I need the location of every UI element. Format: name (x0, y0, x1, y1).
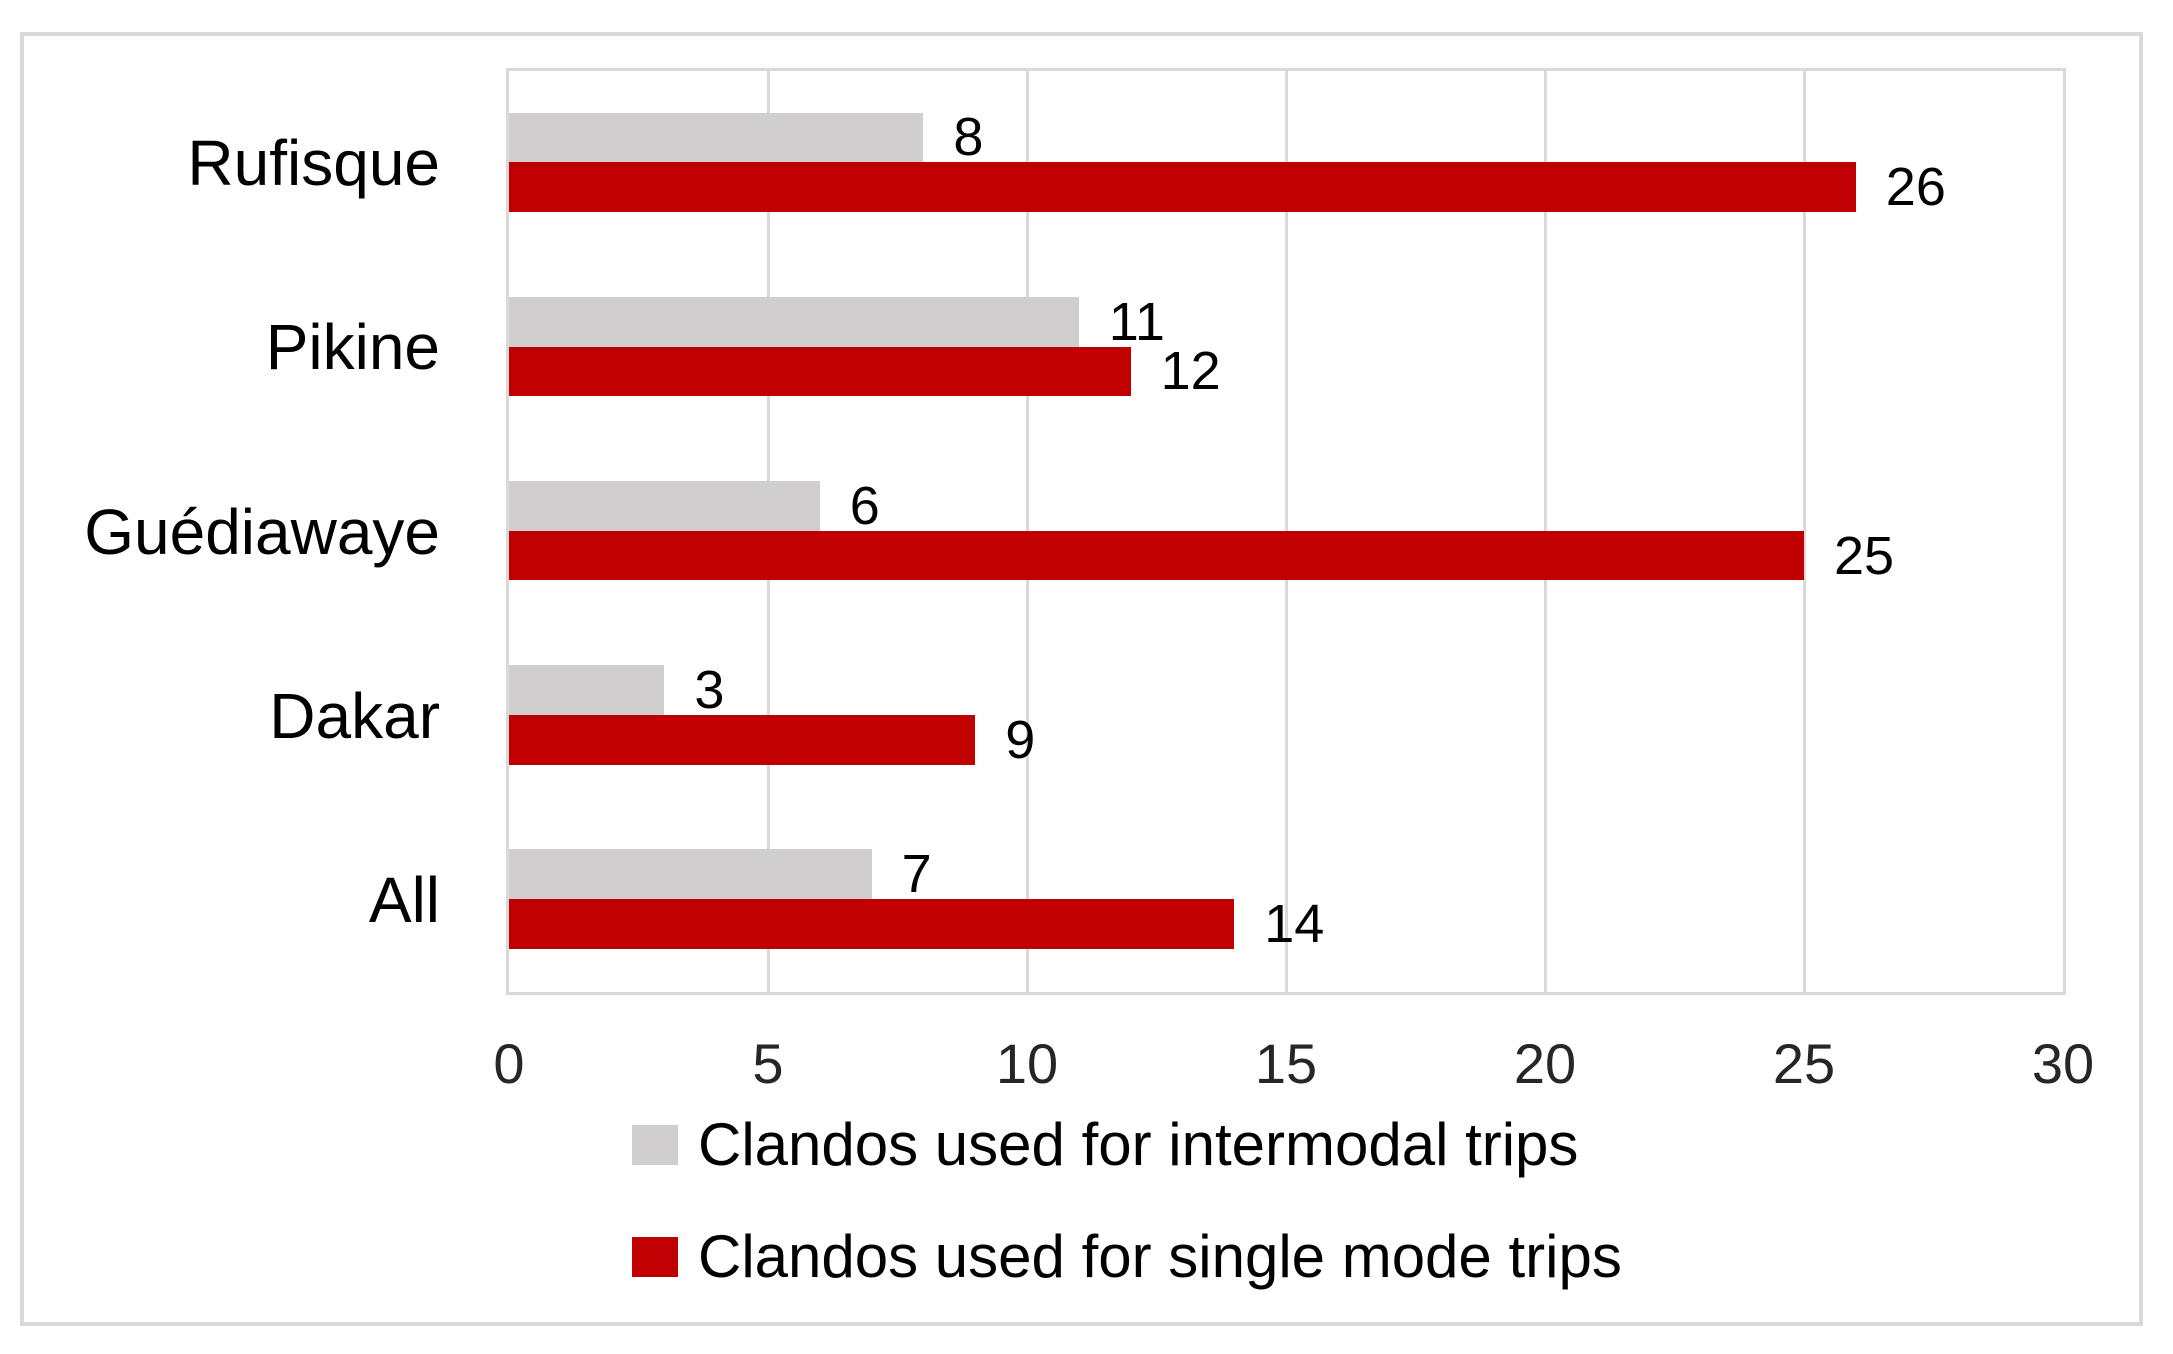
data-label-pikine-clandos-used-for-single-mode-trips: 12 (1160, 341, 1221, 402)
x-axis-tick-15: 15 (1254, 1032, 1318, 1095)
bar-clandos-used-for-intermodal-trips-rufisque (509, 112, 924, 163)
data-label-dakar-clandos-used-for-single-mode-trips: 9 (1005, 709, 1036, 770)
legend-entry-clandos-used-for-intermodal-trips: Clandos used for intermodal trips (632, 1112, 1578, 1178)
x-axis-tick-25: 25 (1772, 1032, 1836, 1095)
data-label-rufisque-clandos-used-for-intermodal-trips: 8 (953, 107, 984, 168)
data-label-all-clandos-used-for-intermodal-trips: 7 (901, 844, 932, 905)
bar-clandos-used-for-intermodal-trips-guediawaye (509, 481, 820, 531)
bar-clandos-used-for-intermodal-trips-pikine (509, 296, 1079, 347)
category-label-dakar: Dakar (269, 679, 440, 752)
x-axis-tick-20: 20 (1513, 1032, 1577, 1095)
data-label-all-clandos-used-for-single-mode-trips: 14 (1264, 894, 1325, 955)
x-axis-tick-0: 0 (493, 1032, 525, 1095)
bar-clandos-used-for-single-mode-trips-all (509, 899, 1235, 949)
data-label-pikine-clandos-used-for-intermodal-trips: 11 (1108, 291, 1165, 352)
bar-clandos-used-for-intermodal-trips-all (509, 849, 872, 900)
bar-clandos-used-for-single-mode-trips-pikine (509, 346, 1131, 397)
bar-clandos-used-for-single-mode-trips-rufisque (509, 162, 1856, 213)
legend-swatch-clandos-used-for-single-mode-trips (632, 1237, 678, 1277)
bar-clandos-used-for-single-mode-trips-dakar (509, 714, 976, 765)
chart-border-frame (20, 32, 2143, 1326)
legend-label-clandos-used-for-intermodal-trips: Clandos used for intermodal trips (698, 1111, 1579, 1178)
data-label-guediawaye-clandos-used-for-single-mode-trips: 25 (1834, 525, 1895, 586)
legend-entry-clandos-used-for-single-mode-trips: Clandos used for single mode trips (632, 1224, 1622, 1290)
gridline-x-25 (1802, 71, 1806, 992)
bar-clandos-used-for-single-mode-trips-guediawaye (509, 530, 1804, 581)
x-axis-tick-30: 30 (2031, 1032, 2095, 1095)
category-label-guediawaye: Guédiawaye (84, 495, 440, 568)
data-label-rufisque-clandos-used-for-single-mode-trips: 26 (1885, 157, 1946, 218)
data-label-dakar-clandos-used-for-intermodal-trips: 3 (694, 660, 725, 721)
legend-swatch-clandos-used-for-intermodal-trips (632, 1125, 678, 1165)
category-label-rufisque: Rufisque (187, 127, 440, 200)
plot-area: 8 26 11 12 6 25 3 9 7 14 (506, 68, 2066, 995)
data-label-guediawaye-clandos-used-for-intermodal-trips: 6 (849, 475, 880, 536)
x-axis-tick-10: 10 (995, 1032, 1059, 1095)
bar-clandos-used-for-intermodal-trips-dakar (509, 665, 665, 715)
category-label-all: All (368, 863, 440, 936)
x-axis-tick-5: 5 (752, 1032, 784, 1095)
category-label-pikine: Pikine (265, 311, 440, 384)
legend-label-clandos-used-for-single-mode-trips: Clandos used for single mode trips (698, 1223, 1622, 1290)
